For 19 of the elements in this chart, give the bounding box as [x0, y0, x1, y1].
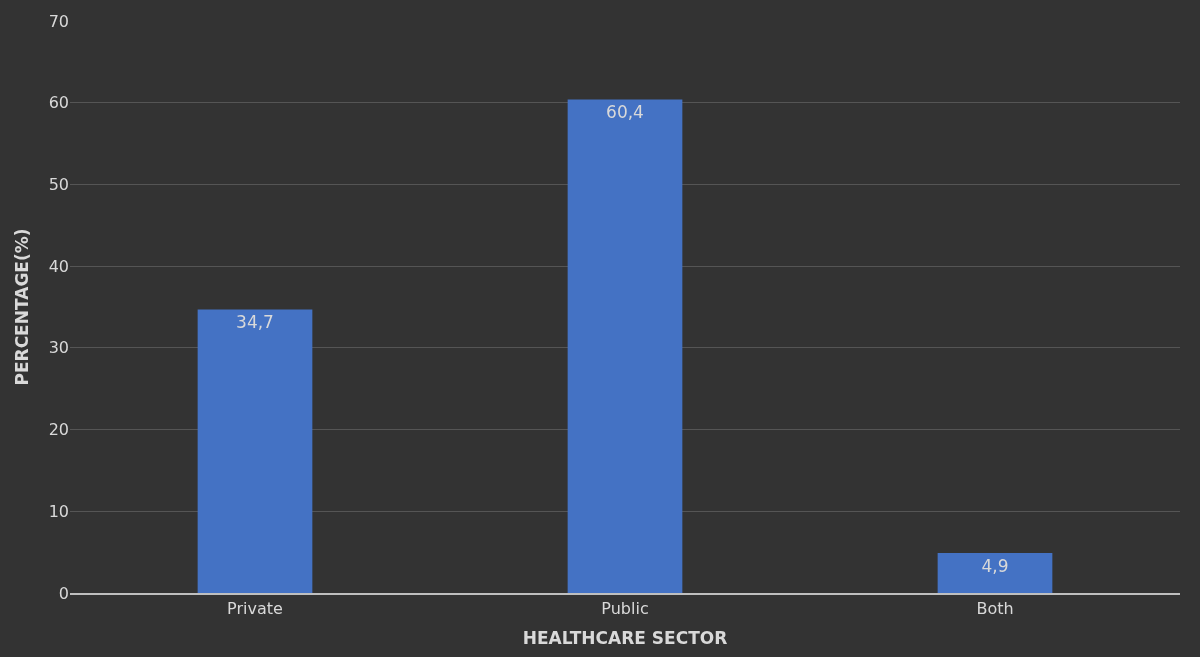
y-tick-label: 60 [48, 93, 69, 113]
x-tick-label: Private [227, 599, 283, 619]
bar [937, 552, 1053, 593]
y-tick-label: 40 [48, 256, 69, 276]
y-tick-label: 0 [58, 583, 69, 603]
y-tick-label: 50 [48, 175, 69, 195]
x-axis-title: HEALTHCARE SECTOR [522, 628, 728, 649]
bar [197, 309, 313, 593]
bar [567, 99, 683, 593]
data-label: 60,4 [606, 102, 644, 123]
x-tick-label: Public [601, 599, 649, 619]
y-tick-label: 20 [48, 420, 69, 440]
data-label: 4,9 [981, 555, 1009, 576]
y-tick-label: 10 [48, 501, 69, 521]
y-tick-label: 30 [48, 338, 69, 358]
y-tick-label: 70 [48, 11, 69, 31]
data-label: 34,7 [236, 312, 274, 333]
x-tick-label: Both [976, 599, 1014, 619]
y-axis-title: PERCENTAGE(%) [12, 228, 33, 386]
